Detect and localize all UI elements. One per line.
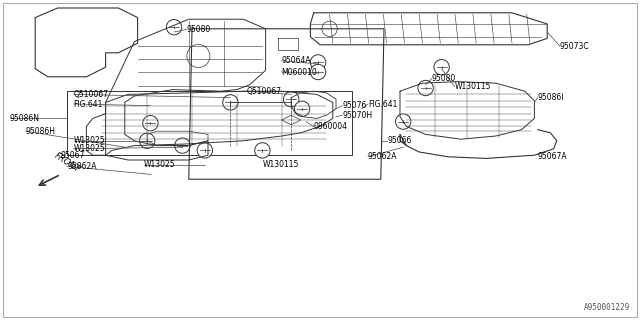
Circle shape [434, 60, 449, 75]
Circle shape [418, 80, 433, 96]
Text: 95067A: 95067A [538, 152, 567, 161]
Text: Q510067: Q510067 [246, 87, 282, 96]
Text: W130115: W130115 [454, 82, 491, 91]
Circle shape [175, 138, 190, 153]
Text: 95086N: 95086N [10, 114, 40, 123]
Text: Q510067: Q510067 [74, 90, 109, 99]
Text: W130115: W130115 [262, 160, 299, 169]
Circle shape [322, 21, 337, 36]
Circle shape [396, 114, 411, 129]
Circle shape [187, 44, 210, 68]
Text: W13025: W13025 [144, 160, 175, 169]
Circle shape [223, 95, 238, 110]
Circle shape [143, 116, 158, 131]
Text: M060010: M060010 [282, 68, 317, 76]
Text: 95080: 95080 [187, 25, 211, 34]
Text: 95076: 95076 [342, 101, 367, 110]
Circle shape [166, 20, 182, 35]
Text: W13025: W13025 [74, 144, 105, 153]
Circle shape [284, 92, 299, 107]
Text: 95066: 95066 [387, 136, 412, 145]
Text: 0860004: 0860004 [314, 122, 348, 131]
Circle shape [140, 133, 155, 148]
Circle shape [197, 143, 212, 158]
Text: 95070H: 95070H [342, 111, 372, 120]
Text: 95086I: 95086I [538, 93, 564, 102]
Circle shape [294, 101, 310, 116]
Text: FIG.641: FIG.641 [74, 100, 103, 108]
Text: 95062A: 95062A [67, 162, 97, 171]
Text: 95073C: 95073C [560, 42, 589, 51]
Text: A950001229: A950001229 [584, 303, 630, 312]
Bar [67, 91, 352, 155]
Text: 95080: 95080 [432, 74, 456, 83]
Text: FRONT: FRONT [53, 151, 82, 174]
Circle shape [310, 55, 326, 70]
Text: 95086H: 95086H [26, 127, 56, 136]
Circle shape [310, 64, 326, 80]
Circle shape [255, 143, 270, 158]
Text: W13025: W13025 [74, 136, 105, 145]
Text: FIG.641: FIG.641 [368, 100, 397, 108]
Text: 95064A: 95064A [282, 56, 311, 65]
Text: 95062A: 95062A [368, 152, 397, 161]
Text: 95067: 95067 [61, 151, 85, 160]
